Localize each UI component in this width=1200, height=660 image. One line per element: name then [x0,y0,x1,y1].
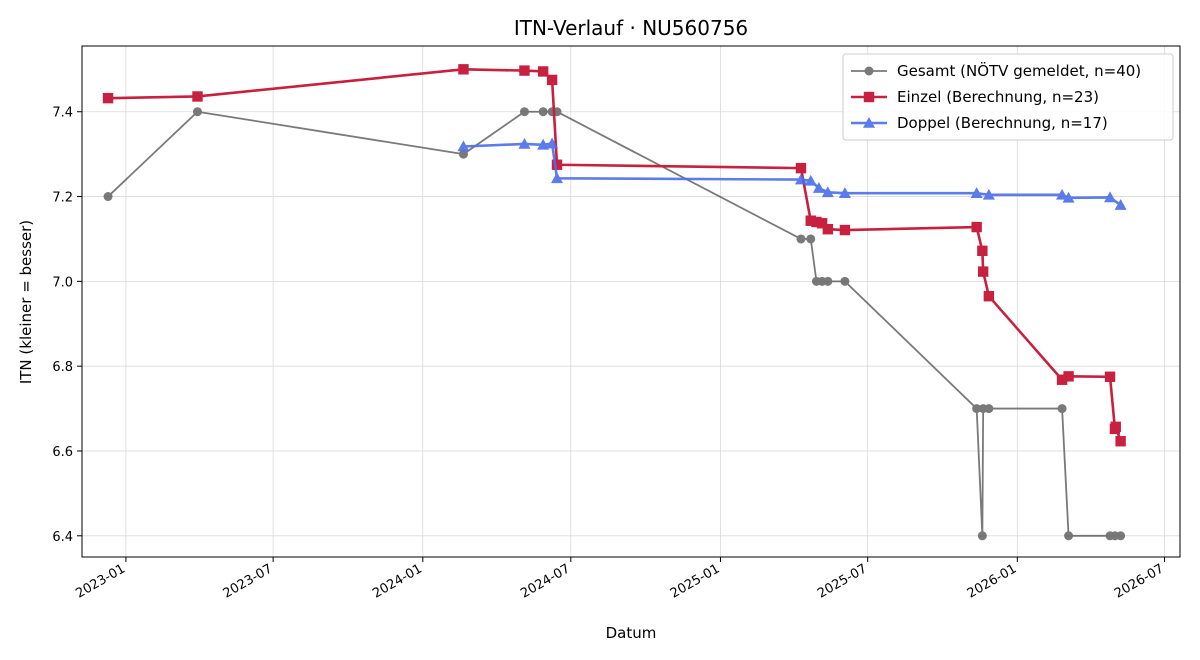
data-point [816,218,828,229]
data-point [983,290,995,302]
data-point [823,276,833,286]
data-point [1056,188,1069,200]
data-point [811,216,822,228]
x-axis-title: Datum [606,624,657,642]
x-tick-label: 2023-01 [73,561,128,601]
data-point [977,531,987,541]
series-3 [457,137,1127,210]
legend-marker [864,66,874,76]
x-tick-label: 2026-01 [965,561,1020,601]
series-line [107,110,1121,537]
data-point [1114,199,1127,210]
y-tick-label: 7.0 [52,275,73,290]
data-point [840,276,850,286]
x-tick-label: 2023-07 [221,561,276,601]
data-point [192,91,203,102]
x-tick-label: 2025-01 [668,561,723,601]
data-point [822,223,834,235]
x-tick-label: 2026-07 [1112,561,1167,601]
data-point [972,404,982,414]
series-line [463,142,1122,207]
data-point [550,172,563,184]
legend-box [842,53,1174,141]
data-point [970,187,983,198]
data-point [457,140,470,152]
legend-item [851,66,887,76]
axis-ticks: 6.4 6.6 6.8 7.0 7.2 7.4 2023-01 2023-07 2024-01 2… [52,106,1166,602]
x-tick-label: 2025-07 [815,561,870,601]
data-point [806,234,816,244]
data-point [1115,436,1126,447]
data-point [519,65,530,76]
data-point [796,234,806,244]
series-2 [102,64,1126,447]
data-point [1056,374,1068,385]
data-point [838,187,851,198]
legend-label: Doppel (Berechnung, n=17) [897,114,1108,132]
data-point [821,186,834,198]
legend-item [851,91,887,103]
data-point [1116,531,1126,541]
data-point [982,188,995,200]
x-tick-label: 2024-01 [370,561,425,601]
y-axis-title: ITN (kleiner = besser) [17,220,35,384]
data-point [1064,531,1074,541]
data-point [971,221,982,233]
legend-label: Einzel (Berechnung, n=23) [897,88,1099,106]
data-point [546,137,559,149]
data-point [1110,421,1121,433]
y-tick-label: 6.8 [52,360,73,375]
plot-frame [81,45,1181,558]
data-point [546,74,558,86]
series-1 [103,107,1126,541]
legend-item [851,117,887,128]
data-point [1062,191,1075,203]
x-tick-label: 2024-07 [518,561,573,601]
data-point [812,182,825,193]
data-point [1057,404,1067,414]
data-point [1063,371,1074,382]
legend: Gesamt (NÖTV gemeldet, n=40) Einzel (Bere… [842,53,1174,141]
data-point [794,173,807,185]
data-point [192,107,202,117]
y-tick-label: 6.4 [52,530,73,545]
data-point [977,245,988,257]
data-point [102,92,114,104]
legend-marker [863,91,875,103]
legend-label: Gesamt (NÖTV gemeldet, n=40) [897,61,1141,80]
chart-title: ITN-Verlauf · NU560756 [514,16,748,40]
data-point [984,404,994,414]
legend-marker [863,117,875,128]
data-point [538,107,548,117]
y-tick-label: 7.4 [52,106,73,121]
y-tick-label: 6.6 [52,445,73,460]
data-point [1104,371,1116,382]
data-point [795,162,807,174]
data-point [1104,191,1117,203]
data-point [537,138,550,150]
data-point [805,215,816,226]
series-layer [102,64,1127,541]
data-point [804,174,817,186]
data-point [458,149,468,159]
y-tick-label: 7.2 [52,191,73,206]
data-point [519,107,529,117]
data-point [537,66,549,77]
data-point [839,224,851,236]
data-point [551,159,563,170]
data-point [103,192,113,202]
data-point [458,64,469,75]
data-point [518,137,531,149]
data-point [977,266,989,277]
